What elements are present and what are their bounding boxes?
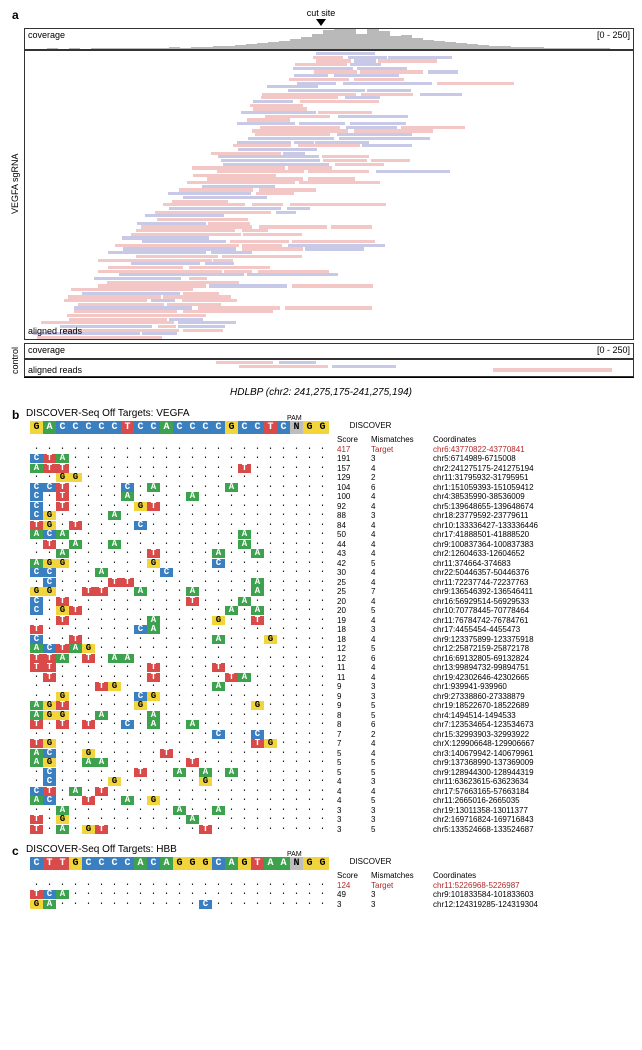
vegfa-side-label: VEGFA sgRNA [8, 28, 24, 340]
hbb-offtarget-rows: ScoreMismatchesCoordinates··············… [8, 871, 634, 909]
vegfa-coverage-track: coverage [0 - 250] [24, 28, 634, 50]
control-coverage-track: coverage [0 - 250] [24, 343, 634, 359]
vegfa-track-group: VEGFA sgRNA coverage [0 - 250] aligned r… [8, 28, 634, 340]
panel-a: a cut site VEGFA sgRNA coverage [0 - 250… [8, 8, 634, 398]
panel-b-label: b [12, 408, 19, 422]
aligned-reads-label-2: aligned reads [28, 365, 82, 375]
panel-c-title: DISCOVER-Seq Off Targets: HBB [26, 844, 634, 855]
control-reads-track: aligned reads [24, 359, 634, 377]
cut-site-label: cut site [8, 8, 634, 18]
genome-axis [24, 377, 634, 385]
vegfa-reference-sequence: GACCCCCTCCACCCCGCCTCNGGPAMDISCOVER [30, 421, 634, 434]
coverage-label: coverage [28, 30, 65, 40]
vegfa-offtarget-rows: ScoreMismatchesCoordinates··············… [8, 435, 634, 834]
panel-c-label: c [12, 844, 19, 858]
coverage-range: [0 - 250] [597, 30, 630, 40]
vegfa-coverage-bars [25, 29, 633, 49]
coverage-range-2: [0 - 250] [597, 345, 630, 355]
panel-c: c DISCOVER-Seq Off Targets: HBB CTTGCCCC… [8, 844, 634, 909]
aligned-reads-label: aligned reads [28, 326, 82, 336]
cut-site-pointer-icon [316, 19, 326, 26]
coverage-label-2: coverage [28, 345, 65, 355]
vegfa-reads-track: aligned reads [24, 50, 634, 340]
control-coverage-bars [25, 344, 633, 358]
control-side-label: control [8, 343, 24, 377]
control-track-group: control coverage [0 - 250] aligned reads [8, 343, 634, 377]
panel-b-title: DISCOVER-Seq Off Targets: VEGFA [26, 408, 634, 419]
locus-label: HDLBP (chr2: 241,275,175-241,275,194) [8, 387, 634, 398]
panel-b: b DISCOVER-Seq Off Targets: VEGFA GACCCC… [8, 408, 634, 834]
hbb-reference-sequence: CTTGCCCCACAGGGCAGTAANGGPAMDISCOVER [30, 857, 634, 870]
panel-a-label: a [12, 8, 19, 22]
